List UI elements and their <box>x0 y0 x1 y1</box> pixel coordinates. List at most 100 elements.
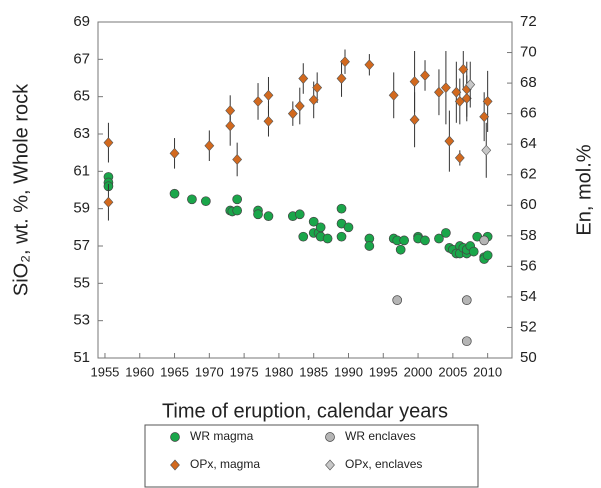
x-tick-label: 1985 <box>299 364 328 379</box>
data-point <box>298 231 309 242</box>
data-point <box>336 203 347 214</box>
y2-tick-label: 52 <box>520 318 537 335</box>
y2-tick-label: 58 <box>520 227 537 244</box>
data-point <box>336 73 347 84</box>
data-point <box>451 86 462 98</box>
y2-tick-label: 72 <box>520 13 537 30</box>
y2-tick-label: 66 <box>520 105 537 122</box>
y2-tick-label: 70 <box>520 44 537 61</box>
data-point <box>169 188 180 199</box>
data-point <box>308 94 319 106</box>
x-tick-label: 2010 <box>473 364 502 379</box>
data-point <box>253 209 263 220</box>
data-point <box>336 231 347 242</box>
legend-marker <box>325 432 335 442</box>
data-point <box>399 235 410 246</box>
plot-frame <box>97 21 513 359</box>
data-point <box>263 115 274 127</box>
data-point <box>103 137 114 149</box>
data-point <box>232 194 243 205</box>
y2-tick-label: 54 <box>520 288 537 305</box>
x-tick-label: 1965 <box>160 364 189 379</box>
data-point <box>364 59 375 71</box>
data-point <box>465 79 476 91</box>
data-point <box>444 135 455 147</box>
y2-tick-label: 50 <box>520 349 537 366</box>
x-axis-title: Time of eruption, calendar years <box>162 400 448 422</box>
y-tick-label: 51 <box>73 349 90 366</box>
legend-marker <box>170 432 180 442</box>
data-point <box>482 95 493 107</box>
data-point <box>420 70 430 81</box>
data-point <box>312 82 323 94</box>
legend-label: WR enclaves <box>345 429 416 443</box>
data-point <box>298 73 309 84</box>
data-point <box>315 222 326 233</box>
data-point <box>468 246 479 257</box>
y2-tick-label: 64 <box>520 135 537 152</box>
data-point <box>253 95 263 107</box>
data-point <box>395 244 406 255</box>
y-tick-label: 65 <box>73 88 90 105</box>
data-point <box>434 233 444 244</box>
y-tick-label: 61 <box>73 162 90 179</box>
data-point <box>322 233 333 244</box>
data-point <box>263 89 274 101</box>
data-point <box>200 196 211 207</box>
data-point <box>454 152 465 164</box>
x-tick-label: 1990 <box>334 364 363 379</box>
y-axis-title: SiO₂, wt. %, Whole rock <box>10 83 32 296</box>
y-tick-label: 53 <box>73 312 90 329</box>
data-point <box>454 95 465 107</box>
y2-tick-label: 62 <box>520 166 537 183</box>
data-point <box>482 250 493 261</box>
data-point <box>169 147 180 159</box>
data-point <box>441 228 451 238</box>
y-tick-label: 63 <box>73 125 90 142</box>
data-point <box>409 76 420 88</box>
legend-label: OPx, enclaves <box>345 457 422 471</box>
data-point <box>392 295 403 305</box>
data-point <box>409 114 420 126</box>
y2-tick-label: 60 <box>520 196 537 213</box>
x-tick-label: 2000 <box>404 364 433 379</box>
data-point <box>434 86 444 98</box>
legend-marker <box>170 459 180 471</box>
data-point <box>187 194 197 205</box>
data-point <box>458 63 469 75</box>
data-point <box>103 196 114 208</box>
y-tick-label: 67 <box>73 50 90 67</box>
y-tick-label: 59 <box>73 200 90 217</box>
data-point <box>388 89 399 101</box>
data-point <box>440 82 451 94</box>
data-point <box>364 241 375 251</box>
data-point <box>308 216 319 227</box>
x-tick-label: 1955 <box>90 364 119 379</box>
data-point <box>420 235 430 246</box>
data-point <box>461 295 472 305</box>
data-point <box>461 336 472 347</box>
data-point <box>340 56 350 68</box>
data-point <box>481 144 492 156</box>
legend-marker <box>325 459 335 471</box>
x-tick-label: 1975 <box>230 364 259 379</box>
y-tick-label: 57 <box>73 237 90 254</box>
data-point <box>294 100 305 112</box>
x-tick-label: 1995 <box>369 364 398 379</box>
legend-label: OPx, magma <box>190 457 260 471</box>
x-tick-label: 1960 <box>125 364 154 379</box>
data-point <box>294 209 305 220</box>
data-point <box>479 111 490 123</box>
data-point <box>204 140 215 152</box>
data-point <box>225 120 236 132</box>
data-point <box>225 105 236 117</box>
y2-tick-label: 68 <box>520 74 537 91</box>
y2-axis-title: En, mol.% <box>573 144 595 235</box>
data-point <box>263 211 274 221</box>
data-point <box>287 108 298 120</box>
x-tick-label: 2005 <box>438 364 467 379</box>
y2-tick-label: 56 <box>520 257 537 274</box>
legend-label: WR magma <box>190 429 254 443</box>
y-tick-label: 69 <box>73 13 90 30</box>
